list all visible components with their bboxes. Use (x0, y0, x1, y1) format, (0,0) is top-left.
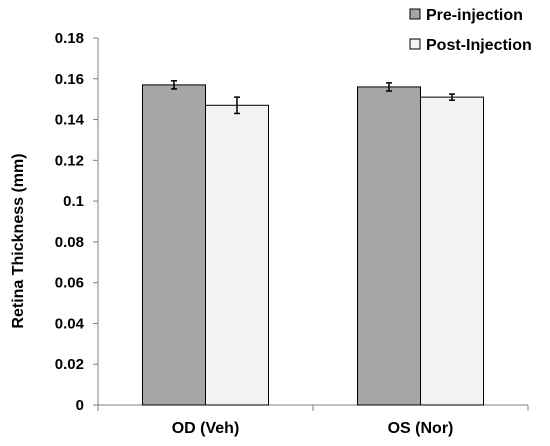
bars (142, 80, 484, 406)
y-tick-label: 0.08 (55, 234, 84, 251)
error-bar (171, 80, 177, 90)
legend-label: Pre-injection (426, 7, 523, 24)
y-tick-label: 0.18 (55, 30, 84, 47)
error-bar (449, 93, 455, 101)
bar (357, 86, 421, 406)
legend-swatch (409, 38, 421, 50)
y-tick-label: 0.04 (55, 315, 85, 332)
y-tick-label: 0 (76, 397, 84, 414)
bar (142, 84, 206, 406)
y-tick-label: 0.14 (55, 112, 85, 129)
y-tick-label: 0.16 (55, 71, 84, 88)
error-bar (234, 96, 240, 115)
legend-label: Post-Injection (426, 37, 532, 54)
y-axis-title: Retina Thickness (mm) (10, 153, 27, 328)
error-bar (386, 82, 392, 92)
y-tick-label: 0.12 (55, 152, 84, 169)
legend: Pre-injection Post-Injection (409, 7, 532, 54)
y-tick-label: 0.02 (55, 356, 84, 373)
y-tick-label: 0.1 (63, 193, 84, 210)
x-category-label: OS (Nor) (388, 420, 454, 437)
y-axis: 0 0.02 0.04 0.06 0.08 0.1 0.12 0.14 0.16 0.18 (55, 30, 99, 414)
legend-swatch (409, 8, 421, 20)
y-tick-label: 0.06 (55, 275, 84, 292)
bar (420, 96, 484, 406)
x-category-label: OD (Veh) (172, 420, 240, 437)
x-axis: OD (Veh) OS (Nor) (97, 404, 529, 437)
bar (205, 104, 269, 406)
